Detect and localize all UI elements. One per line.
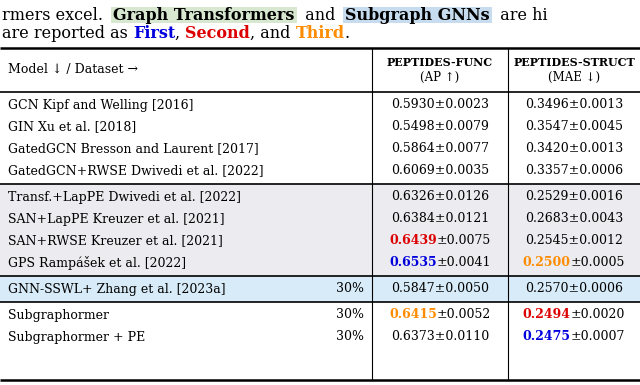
- Text: GIN Xu et al. [2018]: GIN Xu et al. [2018]: [8, 121, 136, 134]
- Text: SAN+LapPE Kreuzer et al. [2021]: SAN+LapPE Kreuzer et al. [2021]: [8, 213, 225, 226]
- Text: 0.5498±0.0079: 0.5498±0.0079: [391, 121, 489, 134]
- Text: 0.3420±0.0013: 0.3420±0.0013: [525, 142, 623, 156]
- Text: 0.2494: 0.2494: [523, 308, 571, 321]
- Text: (MAE ↓): (MAE ↓): [548, 70, 600, 84]
- Text: 0.6326±0.0126: 0.6326±0.0126: [391, 191, 489, 204]
- Text: 0.5930±0.0023: 0.5930±0.0023: [391, 99, 489, 112]
- Text: , and: , and: [250, 25, 296, 42]
- Bar: [111, 7, 296, 23]
- Text: Transf.+LapPE Dwivedi et al. [2022]: Transf.+LapPE Dwivedi et al. [2022]: [8, 191, 241, 204]
- Text: 0.2529±0.0016: 0.2529±0.0016: [525, 191, 623, 204]
- Text: GatedGCN Bresson and Laurent [2017]: GatedGCN Bresson and Laurent [2017]: [8, 142, 259, 156]
- Text: 0.2683±0.0043: 0.2683±0.0043: [525, 213, 623, 226]
- Text: and: and: [294, 7, 345, 23]
- Text: Model ↓ / Dataset →: Model ↓ / Dataset →: [8, 64, 138, 77]
- Text: 0.6415: 0.6415: [389, 308, 437, 321]
- Text: GCN Kipf and Welling [2016]: GCN Kipf and Welling [2016]: [8, 99, 193, 112]
- Text: are reported as: are reported as: [2, 25, 133, 42]
- Text: Subgraphormer + PE: Subgraphormer + PE: [8, 330, 145, 343]
- Text: First: First: [133, 25, 175, 42]
- Text: 30%: 30%: [336, 330, 364, 343]
- Text: PEPTIDES-STRUCT: PEPTIDES-STRUCT: [513, 57, 635, 69]
- Text: 30%: 30%: [336, 283, 364, 296]
- Text: ±0.0041: ±0.0041: [436, 256, 491, 270]
- Text: ,: ,: [175, 25, 186, 42]
- Text: 0.3496±0.0013: 0.3496±0.0013: [525, 99, 623, 112]
- Text: 0.3547±0.0045: 0.3547±0.0045: [525, 121, 623, 134]
- Text: Subgraph GNNs: Subgraph GNNs: [345, 7, 490, 23]
- Text: ±0.0020: ±0.0020: [571, 308, 625, 321]
- Text: ±0.0007: ±0.0007: [571, 330, 625, 343]
- Text: GatedGCN+RWSE Dwivedi et al. [2022]: GatedGCN+RWSE Dwivedi et al. [2022]: [8, 164, 264, 177]
- Text: 0.2475: 0.2475: [523, 330, 571, 343]
- Text: 30%: 30%: [336, 308, 364, 321]
- Text: Second: Second: [186, 25, 250, 42]
- Text: ±0.0005: ±0.0005: [571, 256, 625, 270]
- Text: are hi: are hi: [490, 7, 547, 23]
- Text: 0.2545±0.0012: 0.2545±0.0012: [525, 234, 623, 248]
- Text: Graph Transformers: Graph Transformers: [113, 7, 294, 23]
- Bar: [0, 184, 640, 276]
- Text: 0.6384±0.0121: 0.6384±0.0121: [391, 213, 489, 226]
- Text: PEPTIDES-FUNC: PEPTIDES-FUNC: [387, 57, 493, 69]
- Text: SAN+RWSE Kreuzer et al. [2021]: SAN+RWSE Kreuzer et al. [2021]: [8, 234, 223, 248]
- Text: 0.2570±0.0006: 0.2570±0.0006: [525, 283, 623, 296]
- Text: GPS Rampášek et al. [2022]: GPS Rampášek et al. [2022]: [8, 256, 186, 270]
- Text: GNN-SSWL+ Zhang et al. [2023a]: GNN-SSWL+ Zhang et al. [2023a]: [8, 283, 226, 296]
- Text: 0.6069±0.0035: 0.6069±0.0035: [391, 164, 489, 177]
- Text: rmers excel.: rmers excel.: [2, 7, 113, 23]
- Text: 0.6373±0.0110: 0.6373±0.0110: [391, 330, 489, 343]
- Text: .: .: [345, 25, 350, 42]
- Text: 0.3357±0.0006: 0.3357±0.0006: [525, 164, 623, 177]
- Text: (AP ↑): (AP ↑): [420, 70, 460, 84]
- Text: Third: Third: [296, 25, 345, 42]
- Text: ±0.0075: ±0.0075: [436, 234, 491, 248]
- Text: 0.6439: 0.6439: [389, 234, 436, 248]
- Text: 0.2500: 0.2500: [523, 256, 571, 270]
- Text: Subgraphormer: Subgraphormer: [8, 308, 109, 321]
- Text: 0.5847±0.0050: 0.5847±0.0050: [391, 283, 489, 296]
- Bar: [0, 276, 640, 302]
- Bar: [343, 7, 492, 23]
- Text: ±0.0052: ±0.0052: [437, 308, 491, 321]
- Text: 0.5864±0.0077: 0.5864±0.0077: [391, 142, 489, 156]
- Text: 0.6535: 0.6535: [389, 256, 436, 270]
